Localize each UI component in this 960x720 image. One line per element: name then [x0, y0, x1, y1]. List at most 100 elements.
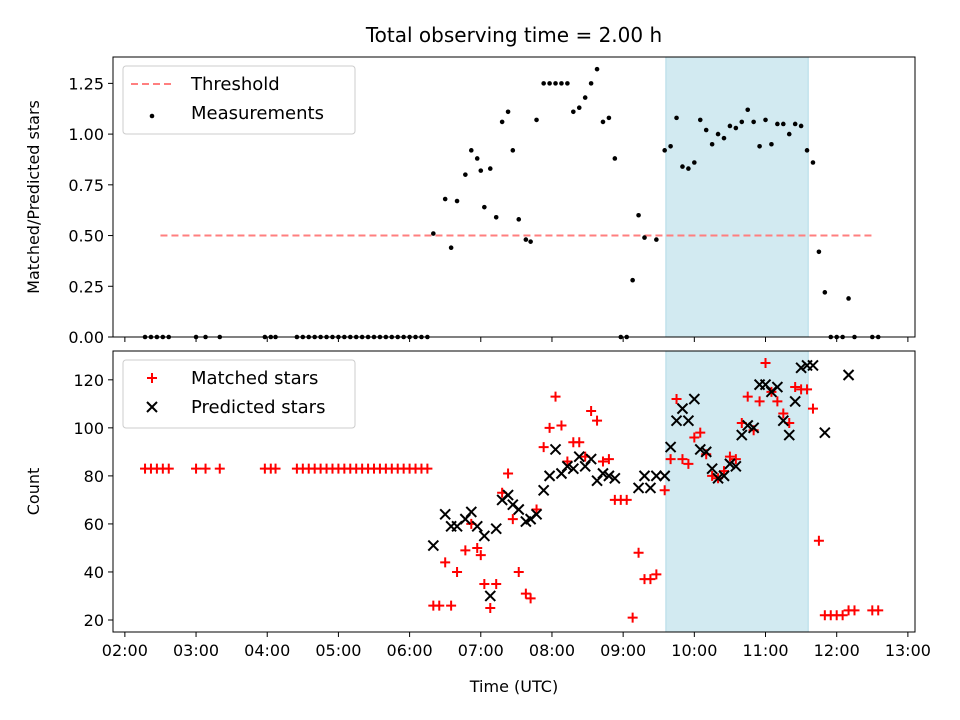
data-point — [543, 470, 556, 482]
data-point — [463, 172, 468, 177]
data-point — [270, 463, 281, 474]
data-point — [849, 605, 860, 616]
data-point — [487, 166, 493, 171]
legend-item: Matched stars — [147, 368, 318, 389]
data-point — [571, 109, 576, 115]
axes-frame — [112, 350, 916, 633]
data-point — [636, 212, 641, 218]
data-point — [475, 550, 486, 561]
data-point — [706, 462, 718, 475]
data-point — [807, 359, 819, 372]
data-point — [567, 462, 580, 475]
data-point — [422, 463, 433, 474]
data-point — [650, 470, 663, 482]
data-point — [670, 414, 683, 427]
data-point — [733, 125, 739, 131]
data-point — [692, 160, 697, 165]
data-point — [813, 535, 824, 546]
data-point — [792, 121, 798, 127]
x-tick-label: 03:00 — [173, 641, 219, 660]
data-point — [754, 396, 765, 407]
legend-label: Predicted stars — [191, 397, 325, 418]
y-tick-label: 0.25 — [68, 277, 104, 296]
legend: Threshold Measurements — [122, 65, 356, 135]
data-point — [689, 432, 700, 443]
legend-box — [122, 359, 356, 429]
y-tick-label: 0.00 — [68, 328, 104, 347]
data-point — [592, 415, 603, 426]
data-point — [460, 545, 471, 556]
ratio-panel: 0.00 0.25 0.50 0.75 1.00 1.25 Matched/Predicte… — [24, 56, 916, 347]
data-point — [507, 514, 518, 525]
data-point — [537, 484, 550, 497]
chart-title: Total observing time = 2.00 h — [365, 23, 662, 47]
y-tick-label: 120 — [73, 371, 104, 390]
data-point — [472, 542, 483, 553]
data-point — [530, 508, 543, 521]
data-point — [612, 156, 618, 161]
data-point — [582, 95, 588, 100]
data-point — [769, 141, 774, 147]
data-point — [603, 454, 614, 465]
data-point — [573, 450, 585, 463]
x-tick-label: 06:00 — [387, 641, 433, 660]
x-tick-label: 13:00 — [885, 641, 931, 660]
data-point — [606, 115, 612, 121]
data-point — [718, 466, 729, 477]
data-point — [680, 164, 685, 169]
data-point — [586, 406, 597, 417]
data-point — [621, 494, 632, 505]
data-point — [777, 414, 790, 427]
legend-box — [122, 65, 356, 135]
data-point — [789, 395, 801, 408]
data-point — [795, 362, 807, 374]
y-tick-label: 60 — [84, 515, 104, 534]
data-point — [553, 81, 558, 86]
data-point — [645, 574, 656, 585]
x-tick-label: 04:00 — [244, 641, 290, 660]
x-tick-label: 12:00 — [814, 641, 860, 660]
data-point — [724, 451, 735, 462]
data-point — [513, 566, 524, 577]
data-point — [503, 468, 514, 479]
y-tick-label: 40 — [84, 563, 104, 582]
data-point — [810, 160, 816, 165]
data-point — [712, 472, 724, 484]
data-point — [846, 296, 851, 301]
data-point — [609, 472, 621, 484]
data-point — [525, 593, 536, 604]
x-tick-label: 11:00 — [742, 641, 788, 660]
data-point — [654, 237, 659, 242]
data-point — [513, 503, 525, 516]
data-point — [479, 578, 490, 589]
data-point — [819, 426, 831, 439]
data-point — [771, 381, 784, 393]
data-point — [873, 605, 884, 616]
x-tick-label: 05:00 — [315, 641, 361, 660]
data-point — [585, 453, 597, 465]
data-point — [816, 249, 822, 255]
data-point — [757, 143, 762, 149]
data-point — [730, 454, 741, 465]
data-point — [434, 600, 445, 611]
data-point — [520, 588, 531, 599]
y-tick-label: 1.00 — [68, 125, 104, 144]
data-point — [760, 358, 771, 369]
data-point — [676, 402, 689, 415]
data-point — [682, 414, 695, 427]
data-point — [721, 135, 727, 141]
data-point — [804, 148, 810, 153]
series-measurements — [142, 66, 881, 340]
data-point — [658, 470, 671, 482]
legend-item: Threshold — [131, 74, 280, 95]
data-point — [541, 81, 546, 86]
data-point — [747, 422, 760, 434]
data-point — [632, 482, 645, 494]
data-point — [700, 446, 712, 458]
data-point — [474, 156, 480, 161]
data-point — [468, 148, 474, 153]
data-point — [163, 463, 174, 474]
data-point — [574, 437, 585, 448]
data-point — [772, 396, 783, 407]
